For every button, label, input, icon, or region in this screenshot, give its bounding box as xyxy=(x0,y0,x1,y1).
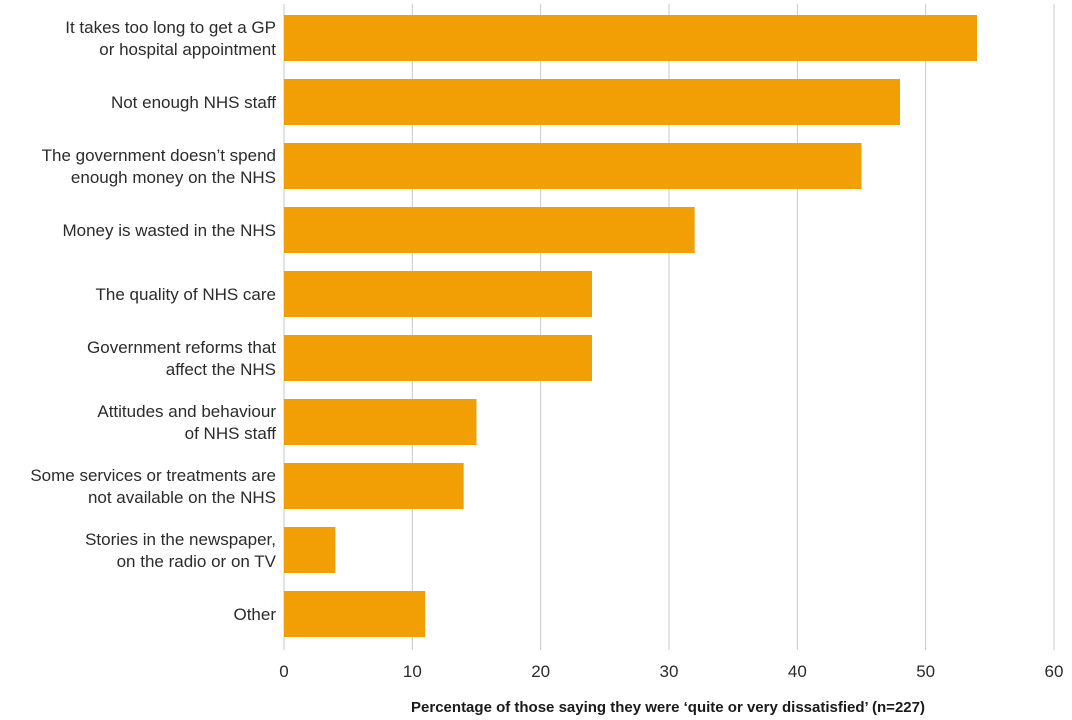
category-label: The government doesn’t spend enough money… xyxy=(42,146,276,187)
category-label: Government reforms that affect the NHS xyxy=(87,338,276,379)
category-label: Some services or treatments are not avail… xyxy=(30,466,276,507)
category-label: Other xyxy=(233,605,276,624)
x-tick-labels: 0 10 20 30 40 50 60 xyxy=(279,662,1063,681)
bar xyxy=(284,143,862,189)
x-tick-label: 0 xyxy=(279,662,288,681)
category-label: Attitudes and behaviour of NHS staff xyxy=(97,402,276,443)
bar xyxy=(284,591,426,637)
x-tick-label: 50 xyxy=(916,662,935,681)
bar xyxy=(284,527,336,573)
bar xyxy=(284,399,477,445)
category-label: Stories in the newspaper, on the radio or… xyxy=(85,530,277,571)
category-label: It takes too long to get a GP or hospital… xyxy=(65,18,276,59)
category-label: Not enough NHS staff xyxy=(111,93,276,112)
bar xyxy=(284,463,464,509)
bar xyxy=(284,271,592,317)
x-tick-label: 40 xyxy=(788,662,807,681)
bars xyxy=(284,15,977,637)
bar xyxy=(284,79,900,125)
category-label: The quality of NHS care xyxy=(96,285,276,304)
bar xyxy=(284,335,592,381)
x-tick-label: 10 xyxy=(403,662,422,681)
bar xyxy=(284,15,977,61)
category-labels: It takes too long to get a GP or hospital… xyxy=(30,18,276,624)
x-axis-title: Percentage of those saying they were ‘qu… xyxy=(411,699,925,716)
x-tick-label: 60 xyxy=(1045,662,1064,681)
category-label: Money is wasted in the NHS xyxy=(62,221,276,240)
bar xyxy=(284,207,695,253)
x-tick-label: 30 xyxy=(660,662,679,681)
x-tick-label: 20 xyxy=(531,662,550,681)
